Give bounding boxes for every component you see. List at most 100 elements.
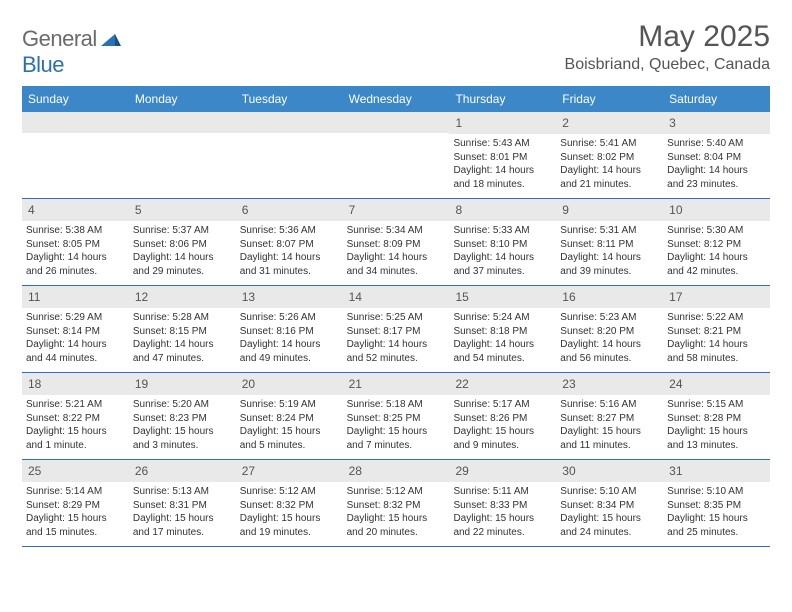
day-body: Sunrise: 5:16 AMSunset: 8:27 PMDaylight:… (556, 395, 663, 456)
sunset-text: Sunset: 8:12 PM (667, 238, 764, 252)
daylight-text: Daylight: 15 hours and 3 minutes. (133, 425, 230, 452)
sunrise-text: Sunrise: 5:33 AM (453, 224, 550, 238)
day-number: 30 (556, 460, 663, 482)
daylight-text: Daylight: 14 hours and 52 minutes. (347, 338, 444, 365)
daylight-text: Daylight: 14 hours and 42 minutes. (667, 251, 764, 278)
day-number: 14 (343, 286, 450, 308)
day-body: Sunrise: 5:34 AMSunset: 8:09 PMDaylight:… (343, 221, 450, 282)
sunrise-text: Sunrise: 5:41 AM (560, 137, 657, 151)
day-number (129, 112, 236, 133)
sunset-text: Sunset: 8:21 PM (667, 325, 764, 339)
week-row: 4Sunrise: 5:38 AMSunset: 8:05 PMDaylight… (22, 199, 770, 286)
sunset-text: Sunset: 8:11 PM (560, 238, 657, 252)
sunset-text: Sunset: 8:09 PM (347, 238, 444, 252)
day-number: 9 (556, 199, 663, 221)
sunrise-text: Sunrise: 5:10 AM (667, 485, 764, 499)
day-body: Sunrise: 5:14 AMSunset: 8:29 PMDaylight:… (22, 482, 129, 543)
day-cell: 8Sunrise: 5:33 AMSunset: 8:10 PMDaylight… (449, 199, 556, 285)
weekday-header: Thursday (449, 86, 556, 112)
day-body: Sunrise: 5:12 AMSunset: 8:32 PMDaylight:… (343, 482, 450, 543)
day-number: 24 (663, 373, 770, 395)
day-cell (236, 112, 343, 198)
day-number: 3 (663, 112, 770, 134)
day-cell: 17Sunrise: 5:22 AMSunset: 8:21 PMDayligh… (663, 286, 770, 372)
sunset-text: Sunset: 8:22 PM (26, 412, 123, 426)
day-number: 23 (556, 373, 663, 395)
day-cell: 31Sunrise: 5:10 AMSunset: 8:35 PMDayligh… (663, 460, 770, 546)
sunrise-text: Sunrise: 5:43 AM (453, 137, 550, 151)
day-cell: 22Sunrise: 5:17 AMSunset: 8:26 PMDayligh… (449, 373, 556, 459)
daylight-text: Daylight: 15 hours and 13 minutes. (667, 425, 764, 452)
day-number: 10 (663, 199, 770, 221)
day-cell: 9Sunrise: 5:31 AMSunset: 8:11 PMDaylight… (556, 199, 663, 285)
daylight-text: Daylight: 15 hours and 17 minutes. (133, 512, 230, 539)
day-cell: 26Sunrise: 5:13 AMSunset: 8:31 PMDayligh… (129, 460, 236, 546)
daylight-text: Daylight: 14 hours and 56 minutes. (560, 338, 657, 365)
sunset-text: Sunset: 8:17 PM (347, 325, 444, 339)
sunrise-text: Sunrise: 5:12 AM (347, 485, 444, 499)
day-number: 26 (129, 460, 236, 482)
sunset-text: Sunset: 8:35 PM (667, 499, 764, 513)
day-body: Sunrise: 5:11 AMSunset: 8:33 PMDaylight:… (449, 482, 556, 543)
day-body: Sunrise: 5:26 AMSunset: 8:16 PMDaylight:… (236, 308, 343, 369)
day-cell: 25Sunrise: 5:14 AMSunset: 8:29 PMDayligh… (22, 460, 129, 546)
calendar-header-row: Sunday Monday Tuesday Wednesday Thursday… (22, 86, 770, 112)
day-body: Sunrise: 5:20 AMSunset: 8:23 PMDaylight:… (129, 395, 236, 456)
day-body: Sunrise: 5:10 AMSunset: 8:35 PMDaylight:… (663, 482, 770, 543)
header-right: May 2025 Boisbriand, Quebec, Canada (565, 20, 770, 74)
sunrise-text: Sunrise: 5:11 AM (453, 485, 550, 499)
week-row: 1Sunrise: 5:43 AMSunset: 8:01 PMDaylight… (22, 112, 770, 199)
day-cell: 6Sunrise: 5:36 AMSunset: 8:07 PMDaylight… (236, 199, 343, 285)
weekday-header: Tuesday (236, 86, 343, 112)
daylight-text: Daylight: 15 hours and 20 minutes. (347, 512, 444, 539)
daylight-text: Daylight: 14 hours and 49 minutes. (240, 338, 337, 365)
sunrise-text: Sunrise: 5:18 AM (347, 398, 444, 412)
page-title: May 2025 (565, 20, 770, 54)
weekday-header: Saturday (663, 86, 770, 112)
sunset-text: Sunset: 8:28 PM (667, 412, 764, 426)
daylight-text: Daylight: 15 hours and 19 minutes. (240, 512, 337, 539)
sunrise-text: Sunrise: 5:13 AM (133, 485, 230, 499)
day-number: 5 (129, 199, 236, 221)
day-number: 22 (449, 373, 556, 395)
day-body: Sunrise: 5:13 AMSunset: 8:31 PMDaylight:… (129, 482, 236, 543)
sunset-text: Sunset: 8:15 PM (133, 325, 230, 339)
day-number: 25 (22, 460, 129, 482)
daylight-text: Daylight: 14 hours and 26 minutes. (26, 251, 123, 278)
day-body: Sunrise: 5:28 AMSunset: 8:15 PMDaylight:… (129, 308, 236, 369)
daylight-text: Daylight: 14 hours and 31 minutes. (240, 251, 337, 278)
day-number: 4 (22, 199, 129, 221)
day-body: Sunrise: 5:30 AMSunset: 8:12 PMDaylight:… (663, 221, 770, 282)
day-number: 11 (22, 286, 129, 308)
day-cell: 24Sunrise: 5:15 AMSunset: 8:28 PMDayligh… (663, 373, 770, 459)
day-cell: 1Sunrise: 5:43 AMSunset: 8:01 PMDaylight… (449, 112, 556, 198)
day-number: 20 (236, 373, 343, 395)
day-number: 31 (663, 460, 770, 482)
sunrise-text: Sunrise: 5:20 AM (133, 398, 230, 412)
sunset-text: Sunset: 8:01 PM (453, 151, 550, 165)
day-number: 1 (449, 112, 556, 134)
day-body: Sunrise: 5:37 AMSunset: 8:06 PMDaylight:… (129, 221, 236, 282)
day-body: Sunrise: 5:40 AMSunset: 8:04 PMDaylight:… (663, 134, 770, 195)
sunrise-text: Sunrise: 5:29 AM (26, 311, 123, 325)
day-cell: 19Sunrise: 5:20 AMSunset: 8:23 PMDayligh… (129, 373, 236, 459)
daylight-text: Daylight: 14 hours and 44 minutes. (26, 338, 123, 365)
day-cell: 18Sunrise: 5:21 AMSunset: 8:22 PMDayligh… (22, 373, 129, 459)
day-body: Sunrise: 5:24 AMSunset: 8:18 PMDaylight:… (449, 308, 556, 369)
day-number: 18 (22, 373, 129, 395)
sunset-text: Sunset: 8:04 PM (667, 151, 764, 165)
sunset-text: Sunset: 8:20 PM (560, 325, 657, 339)
day-number: 2 (556, 112, 663, 134)
week-row: 25Sunrise: 5:14 AMSunset: 8:29 PMDayligh… (22, 460, 770, 547)
sunrise-text: Sunrise: 5:24 AM (453, 311, 550, 325)
daylight-text: Daylight: 15 hours and 1 minute. (26, 425, 123, 452)
sunrise-text: Sunrise: 5:31 AM (560, 224, 657, 238)
day-cell: 13Sunrise: 5:26 AMSunset: 8:16 PMDayligh… (236, 286, 343, 372)
day-number: 21 (343, 373, 450, 395)
day-number: 6 (236, 199, 343, 221)
day-number: 7 (343, 199, 450, 221)
day-cell: 14Sunrise: 5:25 AMSunset: 8:17 PMDayligh… (343, 286, 450, 372)
daylight-text: Daylight: 14 hours and 47 minutes. (133, 338, 230, 365)
logo-word-2: Blue (22, 52, 64, 77)
day-cell: 10Sunrise: 5:30 AMSunset: 8:12 PMDayligh… (663, 199, 770, 285)
